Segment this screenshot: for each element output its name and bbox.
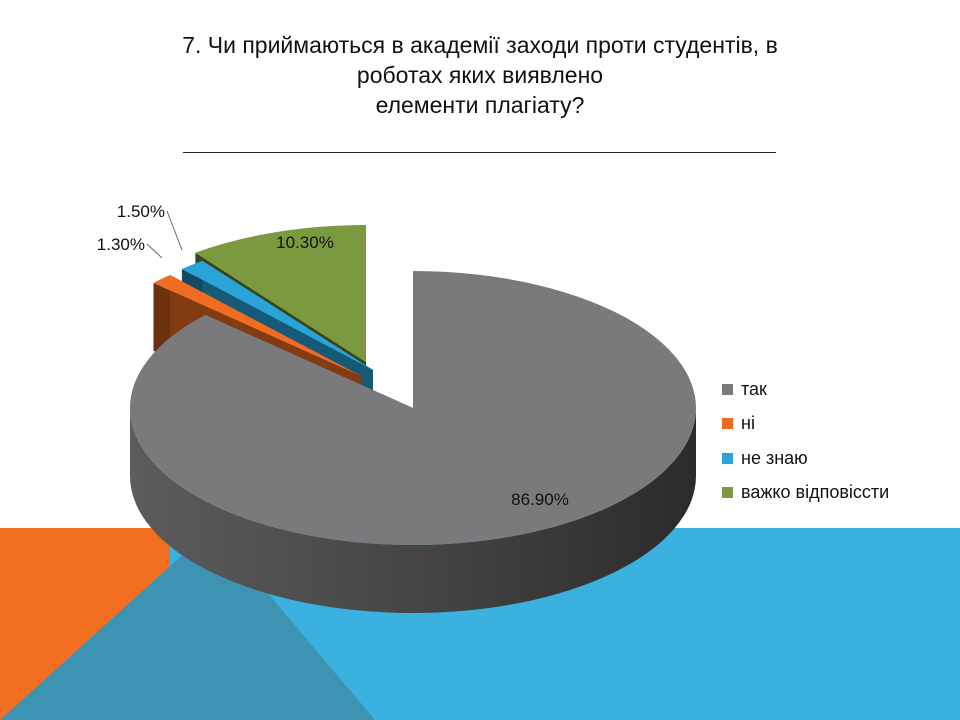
title-line-2: роботах яких виявлено: [356, 62, 604, 88]
title-line-3: елементи плагіату?: [375, 92, 585, 118]
data-label-ne-znayu: 1.50%: [117, 202, 165, 221]
legend-item-vazhko: важко відповісcти: [722, 476, 889, 511]
legend-label: не знаю: [741, 447, 808, 468]
legend-label: так: [741, 378, 767, 399]
chart-legend: так ні не знаю важко відповісcти: [722, 372, 889, 510]
slide-title: 7. Чи приймаються в академії заходи прот…: [120, 30, 840, 120]
data-label-ni: 1.30%: [97, 235, 145, 254]
legend-item-tak: так: [722, 372, 889, 407]
leader-line-ne-znayu: [166, 210, 183, 251]
steel-background-shape: [0, 548, 375, 720]
data-label-vazhko: 10.30%: [276, 233, 334, 252]
legend-label: ні: [741, 413, 755, 434]
legend-item-ne-znayu: не знаю: [722, 441, 889, 476]
legend-item-ni: ні: [722, 407, 889, 442]
leader-line-ni: [146, 243, 163, 259]
legend-swatch: [722, 383, 733, 395]
legend-label: важко відповісcти: [741, 482, 890, 503]
legend-swatch: [722, 487, 733, 499]
legend-swatch: [722, 418, 733, 430]
title-line-1: 7. Чи приймаються в академії заходи прот…: [182, 32, 778, 58]
pie-slice-tak: [129, 271, 696, 613]
data-label-tak: 86.90%: [511, 490, 569, 509]
legend-swatch: [722, 452, 733, 464]
title-underline: [183, 152, 776, 153]
